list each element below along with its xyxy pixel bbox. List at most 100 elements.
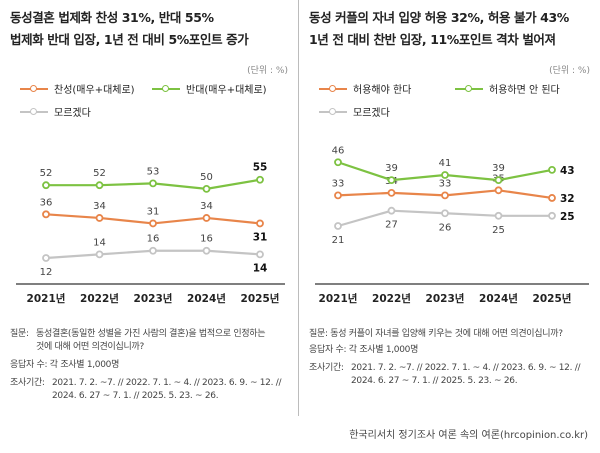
data-point [202,184,211,193]
legend-label: 모르겠다 [54,108,91,119]
data-point [149,219,157,228]
data-point [334,222,342,230]
right-line-chart: 2021년2022년2023년2024년2025년333433353246394… [315,145,589,305]
left-period-line-1: 2021. 7. 2. ~7. // 2022. 7. 1. ~ 4. // 2… [52,378,282,388]
data-point [95,181,104,190]
x-tick-label: 2021년 [27,292,66,305]
source-footer: 한국리서치 정기조사 여론 속의 여론(hrcopinion.co.kr) [349,430,588,441]
legend-swatch-orange [20,85,48,92]
data-point [334,158,342,167]
right-period-label: 조사기간: [309,363,344,373]
data-point [334,191,342,200]
data-label: 21 [332,235,345,246]
data-point [42,210,50,219]
left-period-label: 조사기간: [10,378,45,388]
legend-label: 허용하면 안 된다 [489,85,560,96]
legend-swatch-gray [319,108,347,115]
data-point [494,176,503,185]
data-label: 14 [93,237,106,248]
left-line-chart: 2021년 2022년 2023년 2024년 2025년 36 34 31 34 31 52 52 5… [16,162,285,305]
data-label: 25 [492,225,505,236]
data-point [441,171,449,179]
data-label: 50 [200,172,213,183]
left-question-line-2: 것에 대해 어떤 의견이십니까? [36,342,144,352]
right-panel: 동성 커플의 자녀 입양 허용 32%, 허용 불가 43% 1년 전 대비 찬… [299,0,600,416]
data-point [548,165,556,174]
x-tick-label: 2021년 [319,292,358,305]
data-label: 46 [332,145,345,156]
data-point [548,194,556,202]
data-point [149,246,157,255]
legend-swatch-green [152,85,180,92]
legend-item-unsure: 모르겠다 [20,107,91,121]
legend-label: 찬성(매우+대체로) [54,85,135,96]
legend-swatch-orange [319,85,347,92]
data-label: 33 [439,178,452,189]
x-tick-label: 2022년 [372,292,411,305]
legend-label: 모르겠다 [353,108,390,119]
legend-label: 허용해야 한다 [353,85,412,96]
data-point [441,191,449,200]
data-label: 43 [560,165,575,177]
data-label: 52 [93,168,106,179]
data-label: 33 [332,178,345,189]
data-point [387,188,396,197]
legend-item-oppose: 반대(매우+대체로) [152,84,267,98]
data-point [441,209,449,218]
data-point [202,214,211,222]
data-label: 14 [253,262,268,274]
data-point [256,250,264,259]
data-point [256,219,264,228]
x-tick-label: 2024년 [187,292,226,305]
data-label: 53 [147,166,160,177]
data-point [494,211,503,220]
data-point [202,246,211,255]
x-tick-label: 2023년 [134,292,173,305]
data-label: 25 [560,211,575,223]
data-point [387,206,396,215]
right-period-line-2: 2024. 6. 27 ~ 7. 1. // 2025. 5. 23. ~ 26… [351,376,518,386]
data-label: 27 [385,220,398,231]
data-label: 32 [560,193,575,205]
data-point [387,176,396,185]
data-label: 12 [40,267,53,278]
left-unit-label: (단위 : %) [247,66,288,76]
x-tick-label: 2024년 [479,292,518,305]
data-label: 31 [253,231,268,243]
data-label: 34 [200,201,213,212]
left-sample-size: 응답자 수: 각 조사별 1,000명 [10,360,120,370]
left-subtitle: 법제화 반대 입장, 1년 전 대비 5%포인트 증가 [10,32,249,47]
right-subtitle: 1년 전 대비 찬반 입장, 11%포인트 격차 벌어져 [309,32,556,47]
data-label: 34 [93,201,106,212]
legend-item-allow: 허용해야 한다 [319,84,411,98]
data-point [494,186,503,195]
legend-label: 반대(매우+대체로) [186,85,267,96]
data-point [149,179,157,188]
data-point [42,254,50,262]
legend-item-unsure: 모르겠다 [319,107,390,121]
right-title: 동성 커플의 자녀 입양 허용 32%, 허용 불가 43% [309,10,569,25]
data-point [42,181,50,190]
left-title: 동성결혼 법제화 찬성 31%, 반대 55% [10,10,214,25]
data-label: 16 [200,234,213,245]
x-tick-label: 2025년 [241,292,280,305]
x-tick-label: 2022년 [80,292,119,305]
legend-swatch-gray [20,108,48,115]
data-label: 31 [147,206,160,217]
data-label: 16 [147,234,160,245]
right-unit-label: (단위 : %) [549,66,590,76]
right-sample-size: 응답자 수: 각 조사별 1,000명 [309,345,419,355]
left-panel: 동성결혼 법제화 찬성 31%, 반대 55% 법제화 반대 입장, 1년 전 … [0,0,299,416]
right-period-line-1: 2021. 7. 2. ~7. // 2022. 7. 1. ~ 4. // 2… [351,363,581,373]
x-tick-label: 2025년 [533,292,572,305]
legend-item-disallow: 허용하면 안 된다 [455,84,560,98]
data-point [256,175,264,184]
data-label: 26 [439,222,452,233]
data-label: 36 [40,197,53,208]
legend-item-support: 찬성(매우+대체로) [20,84,135,98]
data-label: 39 [385,163,398,174]
data-label: 52 [40,168,53,179]
left-period-line-2: 2024. 6. 27 ~ 7. 1. // 2025. 5. 23. ~ 26… [52,391,219,401]
legend-swatch-green [455,85,483,92]
left-question-line-1: 동성결혼(동일한 성별을 가진 사람의 결혼)을 법적으로 인정하는 [36,329,266,339]
